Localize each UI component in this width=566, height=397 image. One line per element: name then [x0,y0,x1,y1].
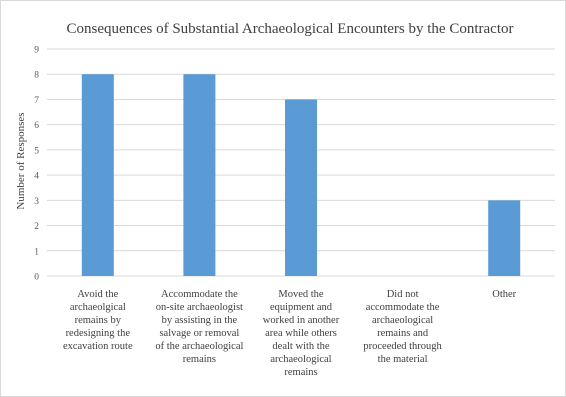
y-axis-ticks: 0 1 2 3 4 5 6 7 8 9 [34,46,39,283]
bar [183,74,216,276]
x-category-label-line: equipment and [270,302,333,313]
x-category-label-line: remains [284,367,317,378]
bar [488,200,521,276]
x-category-label-line: accommodate the [366,302,440,313]
x-category-label-line: dealt with the [272,341,329,352]
y-tick-label: 2 [34,222,39,232]
y-tick-label: 3 [34,197,39,207]
x-category-label-line: area while others [265,328,337,339]
x-category-label-line: Accommodate the [161,289,238,300]
x-category-label: Avoid the archaeolgical remains by redesign… [63,289,133,352]
x-category-label-line: archaeological [372,315,433,326]
x-category-label-line: remains by [75,315,122,326]
y-tick-label: 7 [34,96,39,106]
x-category-label: Did not accommodate the archaeological rema… [363,289,442,365]
y-tick-label: 6 [34,121,39,131]
y-tick-label: 9 [34,46,39,56]
x-axis-category-labels: Avoid the archaeolgical remains by redesign… [63,289,517,378]
x-category-label-line: on-site archaeologist [156,302,243,313]
chart-title: Consequences of Substantial Archaeologic… [67,21,514,37]
y-tick-label: 5 [34,146,39,156]
y-tick-label: 4 [34,172,39,182]
bar [81,74,114,276]
bar [285,99,317,276]
x-category-label-line: Did not [387,289,419,300]
x-category-label-line: Moved the [278,289,324,300]
x-category-label-line: archaeological [270,354,331,365]
x-category-label-line: excavation route [63,341,133,352]
x-category-label-line: by assisting in the [162,315,238,326]
x-category-label-line: the material [378,354,428,365]
y-tick-label: 0 [34,273,39,283]
x-category-label-line: proceeded through [363,341,442,352]
x-category-label: Other [492,289,516,300]
x-category-label-line: Other [492,289,516,300]
y-tick-label: 1 [34,247,39,257]
bars [81,74,521,276]
x-category-label: Moved the equipment and worked in another a… [263,289,340,378]
x-category-label-line: Avoid the [77,289,118,300]
x-category-label: Accommodate the on-site archaeologist by a… [155,289,243,365]
x-category-label-line: redesigning the [66,328,131,339]
x-category-label-line: worked in another [263,315,340,326]
x-category-label-line: of the archaeological [155,341,243,352]
x-category-label-line: salvage or removal [159,328,239,339]
y-tick-label: 8 [34,71,39,81]
x-category-label-line: remains and [377,328,429,339]
x-category-label-line: archaeolgical [70,302,126,313]
x-category-label-line: remains [183,354,216,365]
y-axis-title: Number of Responses [15,112,27,209]
